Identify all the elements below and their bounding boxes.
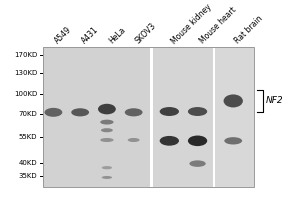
Text: A431: A431	[80, 25, 101, 46]
Ellipse shape	[100, 138, 114, 142]
Text: Mouse heart: Mouse heart	[198, 5, 238, 46]
FancyBboxPatch shape	[215, 47, 254, 187]
Ellipse shape	[71, 108, 89, 116]
Ellipse shape	[98, 104, 116, 114]
Text: 55KD: 55KD	[19, 134, 37, 140]
Ellipse shape	[101, 128, 113, 132]
Ellipse shape	[44, 108, 62, 117]
Text: 100KD: 100KD	[14, 91, 37, 97]
Text: 35KD: 35KD	[18, 173, 37, 179]
Text: HeLa: HeLa	[107, 26, 127, 46]
Ellipse shape	[224, 94, 243, 107]
Ellipse shape	[188, 107, 207, 116]
Text: NF2: NF2	[266, 96, 284, 105]
Ellipse shape	[224, 137, 242, 144]
Text: 130KD: 130KD	[14, 70, 37, 76]
Text: Rat brain: Rat brain	[233, 14, 265, 46]
Ellipse shape	[102, 166, 112, 169]
Ellipse shape	[160, 107, 179, 116]
Text: 170KD: 170KD	[14, 52, 37, 58]
Ellipse shape	[189, 160, 206, 167]
Text: Mouse kidney: Mouse kidney	[169, 2, 213, 46]
Text: SKOV3: SKOV3	[134, 21, 158, 46]
Ellipse shape	[188, 136, 207, 146]
Text: 70KD: 70KD	[18, 111, 37, 117]
Text: 40KD: 40KD	[18, 160, 37, 166]
FancyBboxPatch shape	[43, 47, 152, 187]
Ellipse shape	[100, 120, 114, 125]
Text: A549: A549	[53, 25, 74, 46]
Ellipse shape	[125, 108, 142, 116]
Ellipse shape	[160, 136, 179, 146]
FancyBboxPatch shape	[153, 47, 214, 187]
Ellipse shape	[102, 176, 112, 179]
Ellipse shape	[128, 138, 140, 142]
